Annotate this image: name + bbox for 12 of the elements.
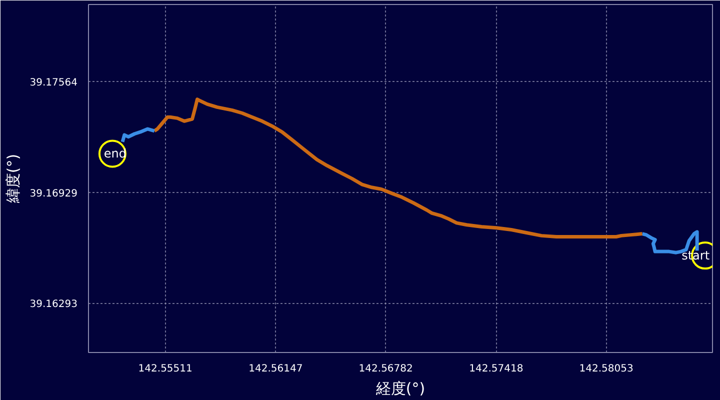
x-tick-label: 142.56147: [248, 364, 303, 374]
x-tick-label: 142.58053: [579, 364, 634, 374]
y-tick-label: 39.17564: [30, 78, 78, 89]
x-tick-label: 142.56782: [358, 364, 413, 374]
line-series: [120, 127, 156, 144]
y-tick-label: 39.16293: [30, 299, 78, 310]
x-tick-label: 142.55511: [138, 364, 192, 374]
x-axis-title: 経度(°): [374, 380, 426, 398]
x-tick-label: 142.57418: [469, 364, 524, 374]
y-tick-label: 39.16929: [30, 188, 78, 200]
y-axis-title: 緯度(°): [4, 154, 22, 204]
line-series: [152, 98, 644, 238]
